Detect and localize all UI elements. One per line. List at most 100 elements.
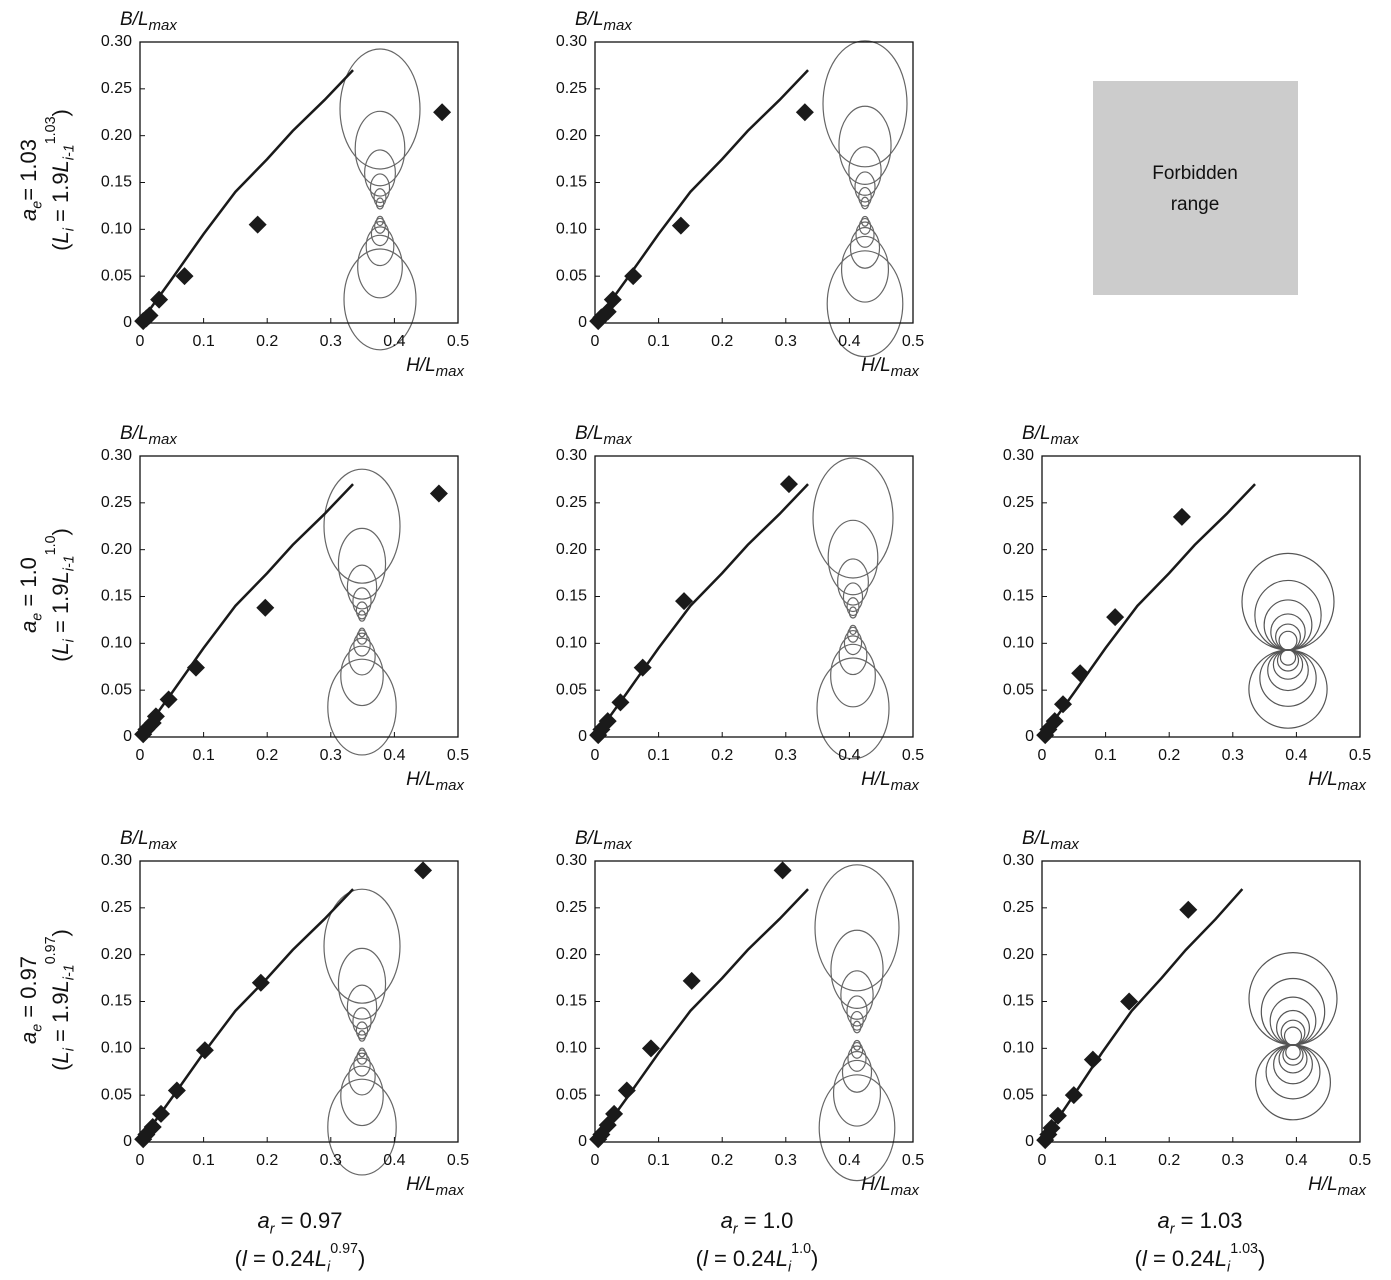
- axis-label: B/Lmax: [575, 423, 632, 448]
- data-point: [256, 598, 275, 617]
- contour: [356, 1049, 368, 1065]
- x-tick-label: 0.1: [192, 747, 214, 764]
- contour: [375, 197, 385, 210]
- axis-label: B/Lmax: [575, 9, 632, 34]
- x-tick-label: 0.3: [775, 747, 797, 764]
- axis-label-main: H/L: [861, 769, 891, 790]
- axis-label-main: H/L: [1308, 769, 1338, 790]
- axis-label-main: H/L: [406, 1174, 436, 1195]
- axis-label-main: H/L: [406, 355, 436, 376]
- contour: [343, 248, 417, 351]
- contour: [850, 1010, 864, 1031]
- label-part: = 1.03: [16, 139, 41, 201]
- x-tick-label: 0.5: [447, 333, 469, 350]
- data-point: [150, 290, 169, 309]
- y-tick-label: 0.20: [101, 127, 132, 144]
- contour: [1263, 599, 1313, 651]
- axis-label: H/Lmax: [406, 1174, 464, 1199]
- y-tick-label: 0.15: [101, 174, 132, 191]
- contour: [323, 888, 401, 1004]
- contour: [348, 1057, 376, 1096]
- y-tick-label: 0.25: [1003, 899, 1034, 916]
- plot-frame: [1041, 455, 1361, 738]
- data-point: [159, 690, 178, 709]
- axis-label-main: H/L: [1308, 1174, 1338, 1195]
- y-tick-label: 0.10: [101, 635, 132, 652]
- label-part: 1.03: [43, 116, 59, 144]
- contour: [822, 40, 908, 168]
- x-tick-label: 0.4: [1285, 747, 1307, 764]
- contour: [827, 519, 879, 596]
- contour: [812, 457, 894, 579]
- label-part: = 1.9: [48, 172, 73, 228]
- contour: [356, 629, 368, 645]
- contour: [1273, 1044, 1313, 1085]
- contour: [814, 864, 900, 992]
- contour: [354, 110, 406, 187]
- label: ae = 1.0: [16, 557, 46, 633]
- data-point: [186, 658, 205, 677]
- contour: [818, 1074, 896, 1182]
- contour: [1283, 1026, 1303, 1046]
- data-point: [1053, 695, 1072, 714]
- label-part: 0.97: [43, 936, 59, 964]
- axis-label: H/Lmax: [861, 769, 919, 794]
- x-tick-label: 0.5: [447, 1152, 469, 1169]
- label-part: (: [48, 1063, 73, 1071]
- y-tick-label: 0: [123, 314, 132, 331]
- contour: [327, 658, 397, 756]
- label-part: i-1: [61, 144, 77, 160]
- axis-label: B/Lmax: [1022, 423, 1079, 448]
- label-part: 1.0: [791, 1241, 811, 1257]
- label-part: L: [48, 980, 73, 992]
- data-point: [675, 592, 694, 611]
- contour: [1265, 1044, 1321, 1100]
- axis-label-main: B/L: [120, 828, 149, 849]
- data-point: [414, 861, 433, 880]
- x-tick-label: 0: [591, 747, 600, 764]
- contour: [337, 947, 387, 1020]
- axis-label-sub: max: [436, 1182, 465, 1199]
- contour: [1278, 630, 1298, 651]
- x-tick-label: 0.4: [383, 1152, 405, 1169]
- label-part: a: [258, 1208, 270, 1233]
- x-tick-label: 0: [591, 333, 600, 350]
- fit-line: [138, 483, 354, 738]
- y-tick-label: 0.10: [556, 1040, 587, 1057]
- data-point: [175, 267, 194, 286]
- data-point: [429, 484, 448, 503]
- fit-line: [138, 69, 354, 324]
- data-point: [1106, 608, 1125, 627]
- axis-label-sub: max: [1051, 836, 1080, 853]
- label-part: L: [48, 1051, 73, 1063]
- label-part: a: [1158, 1208, 1170, 1233]
- y-tick-label: 0: [1025, 1133, 1034, 1150]
- y-tick-label: 0.25: [556, 494, 587, 511]
- axis-label-main: B/L: [1022, 423, 1051, 444]
- label-part: ): [48, 929, 73, 936]
- contour: [357, 1030, 367, 1042]
- axis-label-sub: max: [149, 431, 178, 448]
- contour: [858, 186, 872, 207]
- data-point: [641, 1039, 660, 1058]
- y-tick-label: 0.10: [1003, 635, 1034, 652]
- axis-label: B/Lmax: [120, 9, 177, 34]
- axis-label-main: H/L: [861, 355, 891, 376]
- contour: [842, 582, 864, 613]
- axis-label: B/Lmax: [120, 828, 177, 853]
- x-tick-label: 0: [136, 333, 145, 350]
- contour: [860, 215, 870, 227]
- y-tick-label: 0.20: [101, 946, 132, 963]
- x-tick-label: 0.5: [902, 1152, 924, 1169]
- x-tick-label: 0.3: [775, 333, 797, 350]
- y-tick-label: 0.10: [101, 221, 132, 238]
- axis-label: H/Lmax: [1308, 1174, 1366, 1199]
- contour: [323, 468, 401, 584]
- contour: [846, 995, 868, 1027]
- contour: [337, 527, 387, 600]
- contour: [1267, 649, 1309, 692]
- x-tick-label: 0.2: [256, 1152, 278, 1169]
- label-part: l: [703, 1246, 709, 1271]
- data-point: [633, 658, 652, 677]
